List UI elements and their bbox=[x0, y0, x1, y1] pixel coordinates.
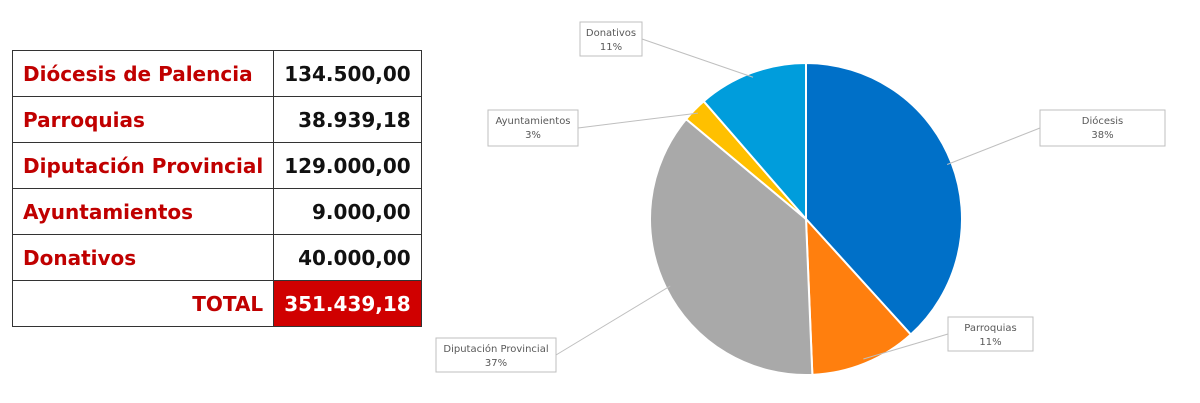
total-label: TOTAL bbox=[11, 280, 275, 327]
data-label-box bbox=[435, 337, 557, 373]
slice-percent: 37% bbox=[485, 358, 507, 369]
slice-label: Parroquias bbox=[964, 323, 1016, 334]
row-value: 129.000,00 bbox=[273, 142, 422, 189]
row-label: Donativos bbox=[11, 234, 275, 281]
pie-slice bbox=[804, 216, 913, 376]
row-value: 134.500,00 bbox=[273, 50, 422, 97]
row-label: Parroquias bbox=[11, 96, 275, 143]
slice-label: Diputación Provincial bbox=[443, 343, 548, 355]
leader-line bbox=[555, 285, 671, 356]
slice-percent: 3% bbox=[525, 130, 541, 141]
table-row: Parroquias 38.939,18 bbox=[11, 96, 422, 143]
table-row: Diócesis de Palencia 134.500,00 bbox=[11, 50, 422, 97]
slice-percent: 11% bbox=[600, 42, 622, 53]
funding-table: Diócesis de Palencia 134.500,00 Parroqui… bbox=[11, 50, 422, 327]
data-label-box bbox=[579, 21, 643, 57]
slice-label: Diócesis bbox=[1082, 115, 1123, 127]
table-row: Ayuntamientos 9.000,00 bbox=[11, 188, 422, 235]
data-label-box bbox=[487, 109, 579, 147]
row-label: Diócesis de Palencia bbox=[11, 50, 275, 97]
slice-percent: 38% bbox=[1091, 130, 1113, 141]
data-label-box bbox=[947, 316, 1034, 352]
pie-chart: Diócesis 38% Parroquias 11% Diputación Provi… bbox=[435, 21, 1166, 376]
row-value: 38.939,18 bbox=[273, 96, 422, 143]
slice-label: Donativos bbox=[586, 28, 636, 39]
slice-percent: 11% bbox=[979, 337, 1001, 348]
data-label-box bbox=[1039, 109, 1166, 147]
total-value: 351.439,18 bbox=[273, 280, 422, 327]
leader-line bbox=[577, 112, 698, 129]
row-value: 9.000,00 bbox=[273, 188, 422, 235]
row-value: 40.000,00 bbox=[273, 234, 422, 281]
leader-line bbox=[863, 333, 949, 360]
row-label: Ayuntamientos bbox=[11, 188, 275, 235]
leader-line bbox=[946, 127, 1041, 165]
total-row: TOTAL 351.439,18 bbox=[11, 280, 422, 327]
row-label: Diputación Provincial bbox=[11, 142, 275, 189]
table-row: Donativos 40.000,00 bbox=[11, 234, 422, 281]
leader-line bbox=[641, 38, 754, 78]
pie-slice bbox=[702, 61, 807, 222]
slice-label: Ayuntamientos bbox=[495, 116, 570, 127]
table-row: Diputación Provincial 129.000,00 bbox=[11, 142, 422, 189]
